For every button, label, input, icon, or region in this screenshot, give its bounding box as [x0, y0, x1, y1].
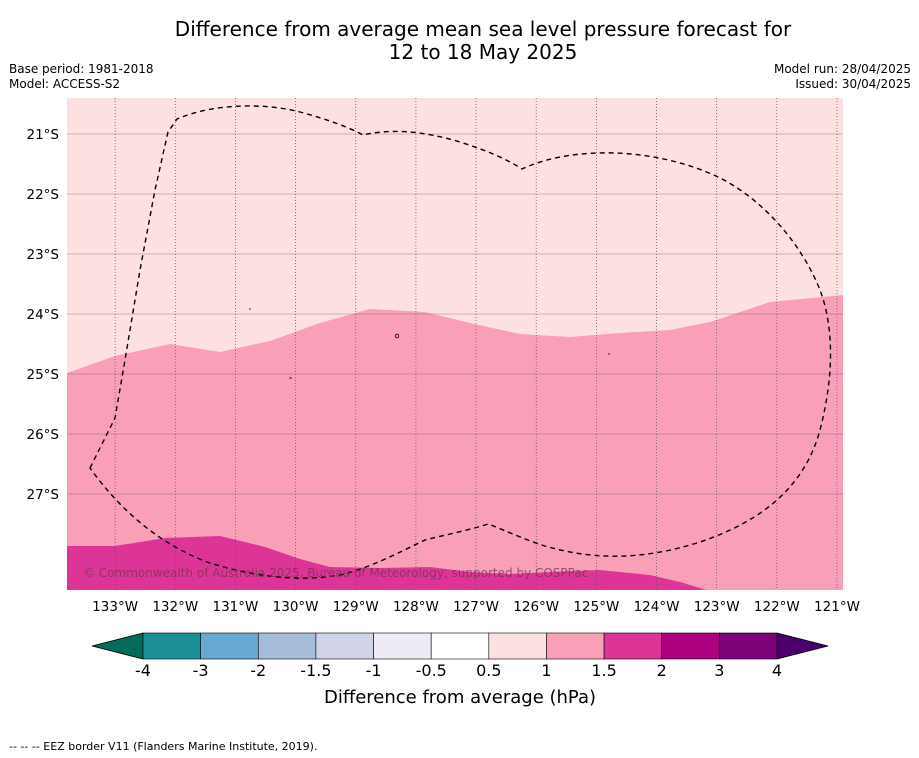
colorbar-under-arrow	[91, 632, 144, 660]
colorbar-tick-label: -2	[250, 661, 266, 680]
copyright-notice: © Commonwealth of Australia 2025, Bureau…	[83, 566, 588, 580]
colorbar-tick-label: -0.5	[416, 661, 447, 680]
title-line-1: Difference from average mean sea level p…	[174, 17, 792, 41]
latitude-tick-label: 26°S	[27, 427, 60, 443]
colorbar: -4 -3 -2 -1.5 -1 -0.5 0.5 1 1.5 2 3 4 Difference fr…	[91, 632, 829, 708]
colorbar-cell	[719, 632, 778, 660]
longitude-tick-label: 123°W	[694, 599, 740, 615]
eez-legend-note: -- -- -- EEZ border V11 (Flanders Marine…	[9, 740, 318, 753]
colorbar-cell	[488, 632, 547, 660]
map-title: Difference from average mean sea level p…	[0, 18, 919, 64]
colorbar-tick-label: 1	[541, 661, 551, 680]
longitude-tick-label: 129°W	[333, 599, 379, 615]
colorbar-cell	[603, 632, 663, 660]
latitude-labels: 21°S 22°S 23°S 24°S 25°S 26°S 27°S	[27, 127, 60, 503]
base-period: Base period: 1981-2018	[9, 62, 154, 76]
eez-border	[89, 105, 832, 579]
colorbar-tick-label: -4	[135, 661, 151, 680]
map-area: © Commonwealth of Australia 2025, Bureau…	[67, 98, 843, 590]
colorbar-tick-labels: -4 -3 -2 -1.5 -1 -0.5 0.5 1 1.5 2 3 4	[135, 661, 782, 680]
longitude-tick-label: 127°W	[453, 599, 499, 615]
colorbar-cell	[142, 632, 201, 660]
colorbar-tick-label: 3	[714, 661, 724, 680]
anomaly-band-1-1.5	[67, 295, 843, 590]
colorbar-cell	[315, 632, 374, 660]
colorbar-cell	[661, 632, 720, 660]
longitude-tick-label: 132°W	[152, 599, 198, 615]
model-run: Model run: 28/04/2025	[773, 62, 911, 76]
longitude-tick-label: 131°W	[212, 599, 258, 615]
colorbar-tick-label: -1.5	[300, 661, 331, 680]
issued-date: Issued: 30/04/2025	[795, 77, 911, 91]
latitude-tick-label: 22°S	[27, 187, 60, 203]
latitude-tick-label: 24°S	[27, 307, 60, 323]
title-line-2: 12 to 18 May 2025	[388, 40, 578, 64]
colorbar-cell	[430, 632, 490, 660]
small-contours	[249, 308, 610, 379]
longitude-tick-label: 128°W	[393, 599, 439, 615]
longitude-tick-label: 130°W	[273, 599, 319, 615]
latitude-tick-label: 23°S	[27, 247, 60, 263]
colorbar-over-arrow	[776, 632, 829, 660]
colorbar-cells	[142, 632, 778, 660]
colorbar-title: Difference from average (hPa)	[324, 687, 596, 708]
latitude-tick-label: 25°S	[27, 367, 60, 383]
colorbar-tick-label: -1	[366, 661, 382, 680]
colorbar-tick-label: 1.5	[591, 661, 616, 680]
colorbar-cell	[373, 632, 432, 660]
colorbar-cell	[200, 632, 259, 660]
anomaly-band-1.5-2	[67, 536, 706, 590]
colorbar-tick-label: 0.5	[476, 661, 501, 680]
colorbar-cell	[257, 632, 317, 660]
latitude-tick-label: 27°S	[27, 487, 60, 503]
longitude-tick-label: 126°W	[513, 599, 559, 615]
longitude-tick-label: 122°W	[754, 599, 800, 615]
colorbar-tick-label: 4	[772, 661, 782, 680]
longitude-tick-label: 125°W	[573, 599, 619, 615]
meta-left: Base period: 1981-2018 Model: ACCESS-S2	[9, 62, 154, 92]
colorbar-tick-label: -3	[193, 661, 209, 680]
latitude-tick-label: 21°S	[27, 127, 60, 143]
longitude-tick-label: 133°W	[92, 599, 138, 615]
model-name: Model: ACCESS-S2	[9, 77, 121, 91]
longitude-labels: 133°W 132°W 131°W 130°W 129°W 128°W 127°W 126°W…	[92, 599, 860, 615]
colorbar-cell	[546, 632, 605, 660]
colorbar-tick-label: 2	[657, 661, 667, 680]
longitude-tick-label: 124°W	[634, 599, 680, 615]
longitude-tick-label: 121°W	[814, 599, 860, 615]
graticule	[67, 98, 843, 590]
meta-right: Model run: 28/04/2025 Issued: 30/04/2025	[774, 62, 911, 92]
